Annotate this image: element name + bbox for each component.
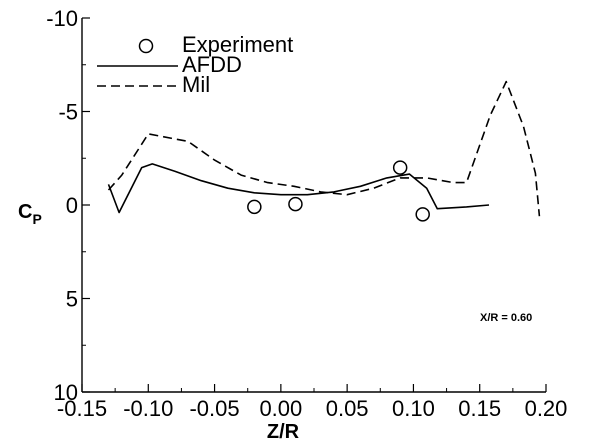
x-tick-label: 0.10 bbox=[392, 396, 435, 421]
x-tick-label: 0.00 bbox=[259, 396, 302, 421]
x-axis-ticks: -0.15 -0.10 -0.05 0.00 0.05 0.10 0.15 0.20 bbox=[57, 384, 567, 421]
experiment-point bbox=[392, 160, 408, 175]
afdd-line bbox=[107, 163, 490, 214]
annotation-xr: X/R = 0.60 bbox=[480, 312, 532, 324]
legend-experiment-label: Experiment bbox=[182, 32, 293, 57]
y-axis-ticks: -10 -5 0 5 10 bbox=[46, 6, 90, 405]
experiment-point bbox=[288, 196, 303, 212]
experiment-point bbox=[247, 199, 262, 215]
x-tick-label: -0.05 bbox=[189, 396, 239, 421]
axes bbox=[81, 18, 546, 393]
y-axis-label-sub: P bbox=[32, 211, 41, 227]
legend-mil-label: Mil bbox=[182, 72, 210, 97]
y-tick-label: -10 bbox=[46, 6, 78, 31]
x-tick-label: -0.10 bbox=[123, 396, 173, 421]
y-tick-label: -5 bbox=[58, 100, 78, 125]
x-tick-label: 0.20 bbox=[525, 396, 568, 421]
x-tick-label: 0.05 bbox=[326, 396, 369, 421]
y-tick-label: 0 bbox=[66, 193, 78, 218]
legend-afdd-label: AFDD bbox=[182, 52, 242, 77]
x-axis-label: Z/R bbox=[267, 421, 300, 442]
x-tick-label: 0.15 bbox=[458, 396, 501, 421]
legend-experiment-symbol bbox=[138, 38, 154, 54]
y-axis-label: CP bbox=[18, 201, 42, 227]
experiment-point bbox=[415, 207, 430, 222]
x-tick-label: -0.15 bbox=[57, 396, 107, 421]
y-axis-label-main: C bbox=[18, 201, 32, 223]
series-layer bbox=[107, 80, 541, 222]
y-tick-label: 5 bbox=[66, 287, 78, 312]
y-tick-label: 10 bbox=[54, 380, 78, 405]
mil-line bbox=[107, 80, 541, 217]
